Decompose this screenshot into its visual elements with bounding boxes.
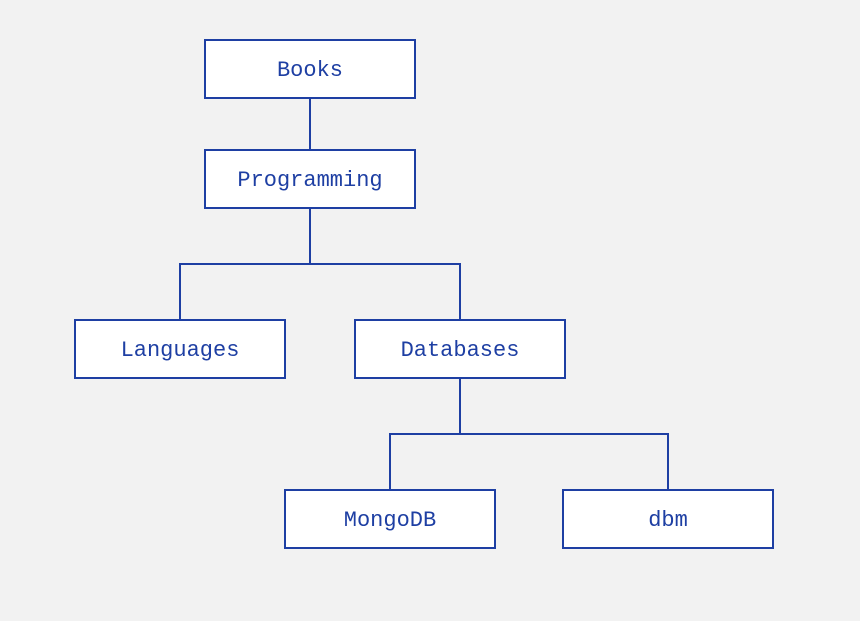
edge-programming-databases [310,208,460,320]
edge-programming-languages [180,208,310,320]
node-programming: Programming [205,150,415,208]
node-label-languages: Languages [121,338,240,363]
node-label-books: Books [277,58,343,83]
tree-diagram: Books Programming Languages Databases MongoD… [0,0,860,621]
node-dbm: dbm [563,490,773,548]
node-databases: Databases [355,320,565,378]
node-label-dbm: dbm [648,508,688,533]
node-label-programming: Programming [237,168,382,193]
node-label-mongodb: MongoDB [344,508,436,533]
node-mongodb: MongoDB [285,490,495,548]
edge-databases-mongodb [390,378,460,490]
edge-databases-dbm [460,378,668,490]
node-languages: Languages [75,320,285,378]
node-books: Books [205,40,415,98]
node-label-databases: Databases [401,338,520,363]
